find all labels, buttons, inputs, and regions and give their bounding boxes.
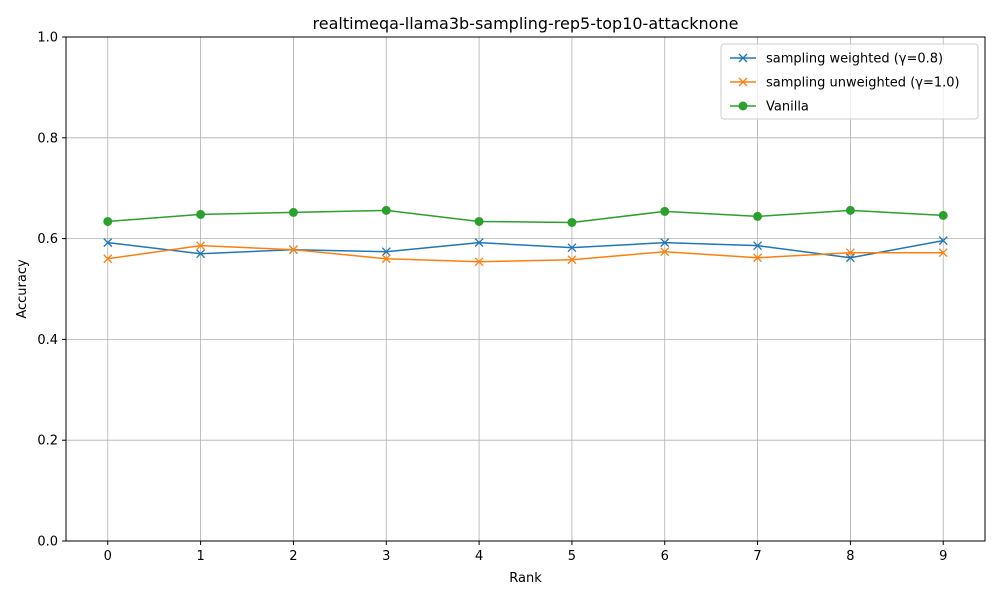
x-tick-label: 9 xyxy=(939,549,947,564)
x-tick-label: 6 xyxy=(661,549,669,564)
y-tick-label: 0.4 xyxy=(37,333,58,348)
marker-stroke xyxy=(738,53,748,63)
legend-entry: Vanilla xyxy=(730,100,809,115)
legend: sampling weighted (γ=0.8) sampling unweig… xyxy=(720,43,979,120)
y-tick-label: 0.8 xyxy=(37,131,58,146)
marker-stroke xyxy=(567,255,577,265)
data-point xyxy=(103,216,113,226)
x-tick-label: 3 xyxy=(382,549,390,564)
y-tick-label: 0.6 xyxy=(37,232,58,247)
marker-stroke xyxy=(938,248,948,258)
data-point xyxy=(567,217,577,227)
series-0 xyxy=(103,236,948,263)
marker-stroke xyxy=(845,248,855,258)
data-point xyxy=(567,255,577,265)
data-point xyxy=(196,209,206,219)
plot-area-frame xyxy=(65,36,986,542)
x-tick-label: 5 xyxy=(568,549,576,564)
marker-stroke xyxy=(196,241,206,251)
marker-stroke xyxy=(938,236,948,246)
marker-stroke xyxy=(103,254,113,264)
legend-entry: sampling unweighted (γ=1.0) xyxy=(730,76,960,91)
data-point xyxy=(288,207,298,217)
marker-stroke xyxy=(196,249,206,259)
legend-label: sampling weighted (γ=0.8) xyxy=(766,52,943,67)
data-point xyxy=(845,205,855,215)
series-2 xyxy=(103,205,948,227)
data-point xyxy=(845,248,855,258)
data-point xyxy=(381,205,391,215)
series-line xyxy=(107,244,944,263)
data-point xyxy=(474,216,484,226)
data-point xyxy=(196,249,206,259)
marker-stroke xyxy=(660,247,670,257)
marker-stroke xyxy=(738,77,748,87)
data-point xyxy=(103,238,113,248)
series-layer xyxy=(103,205,948,267)
data-point xyxy=(196,241,206,251)
marker-stroke xyxy=(288,245,298,255)
data-point xyxy=(381,247,391,257)
y-tick-label: 0.2 xyxy=(37,434,58,449)
marker-stroke xyxy=(474,257,484,267)
data-point xyxy=(938,248,948,258)
data-point xyxy=(567,243,577,253)
x-tick-label: 7 xyxy=(753,549,761,564)
marker-stroke xyxy=(660,238,670,248)
data-point xyxy=(938,236,948,246)
data-point xyxy=(660,206,670,216)
legend-entry: sampling weighted (γ=0.8) xyxy=(730,52,943,67)
marker-stroke xyxy=(103,238,113,248)
x-tick-label: 8 xyxy=(846,549,854,564)
data-point xyxy=(753,253,763,263)
marker-stroke xyxy=(381,254,391,264)
marker-stroke xyxy=(753,241,763,251)
chart-title: realtimeqa-llama3b-sampling-rep5-top10-a… xyxy=(313,14,739,33)
legend-label: sampling unweighted (γ=1.0) xyxy=(766,76,960,91)
data-point xyxy=(288,245,298,255)
data-point xyxy=(938,210,948,220)
data-point xyxy=(474,238,484,248)
legend-marker xyxy=(738,77,748,87)
x-tick-label: 1 xyxy=(196,549,204,564)
y-tick-label: 0.0 xyxy=(37,535,58,550)
axis-ticks: 0 1 2 3 4 5 6 7 8 9 0.0 0.2 0.4 0.6 0.8 1.0 xyxy=(37,31,947,565)
marker-stroke xyxy=(567,243,577,253)
y-tick-label: 1.0 xyxy=(37,31,58,46)
series-1 xyxy=(103,241,948,267)
data-point xyxy=(660,247,670,257)
data-point xyxy=(381,254,391,264)
legend-marker xyxy=(738,53,748,63)
data-point xyxy=(753,241,763,251)
marker-stroke xyxy=(381,247,391,257)
legend-marker xyxy=(738,101,748,111)
legend-label: Vanilla xyxy=(766,100,809,115)
legend-frame xyxy=(720,43,979,120)
x-tick-label: 4 xyxy=(475,549,483,564)
series-line xyxy=(107,239,944,259)
series-line xyxy=(107,209,944,224)
marker-stroke xyxy=(474,238,484,248)
data-point xyxy=(753,211,763,221)
y-axis-label: Accuracy xyxy=(15,259,30,319)
data-point xyxy=(103,254,113,264)
marker-stroke xyxy=(753,253,763,263)
x-tick-label: 2 xyxy=(289,549,297,564)
x-axis-label: Rank xyxy=(509,571,542,586)
x-tick-label: 0 xyxy=(104,549,112,564)
data-point xyxy=(474,257,484,267)
data-point xyxy=(660,238,670,248)
